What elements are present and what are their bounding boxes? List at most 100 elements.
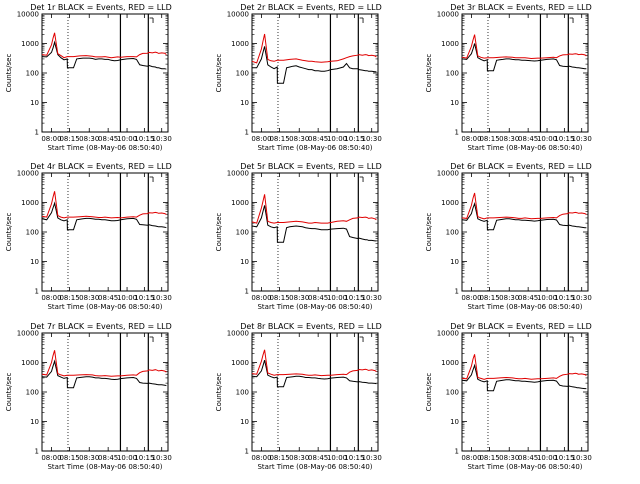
panel-title: Det 7r BLACK = Events, RED = LLD (30, 322, 172, 331)
y-tick-label: 10000 (437, 170, 459, 178)
y-tick-label: 1 (245, 448, 249, 456)
x-tick-label: 10:30 (152, 135, 172, 143)
x-tick-label: 08:45 (518, 454, 538, 462)
y-tick-label: 10 (450, 418, 459, 426)
x-tick-label: 10:00 (537, 294, 557, 302)
y-axis-label: Counts/sec (425, 373, 433, 412)
y-tick-label: 1 (455, 448, 459, 456)
panel-title: Det 2r BLACK = Events, RED = LLD (240, 3, 382, 12)
y-tick-label: 10 (240, 418, 249, 426)
y-axis-label: Counts/sec (5, 373, 13, 412)
y-tick-label: 1000 (231, 40, 249, 48)
x-tick-label: 10:15 (134, 135, 154, 143)
series-line-lld (461, 34, 587, 60)
y-tick-label: 10 (240, 99, 249, 107)
x-tick-label: 08:45 (308, 454, 328, 462)
y-tick-label: 100 (236, 389, 249, 397)
x-tick-label: 08:45 (518, 135, 538, 143)
plot-frame (251, 332, 379, 452)
x-tick-label: 08:45 (308, 135, 328, 143)
y-tick-label: 1000 (21, 40, 39, 48)
x-tick-label: 08:30 (499, 294, 519, 302)
series-line-events (461, 43, 587, 72)
series-line-events (461, 202, 587, 231)
y-axis-label: Counts/sec (215, 54, 223, 93)
series-line-lld (41, 350, 167, 377)
panel-det-6r: Det 6r BLACK = Events, RED = LLD 1 10 100 10… (425, 162, 592, 311)
y-tick-label: 10000 (227, 170, 249, 178)
series-line-lld (461, 192, 587, 220)
x-tick-label: 08:45 (98, 135, 118, 143)
x-tick-label: 08:00 (461, 454, 481, 462)
series-line-events (251, 205, 377, 243)
plot-frame (461, 13, 589, 133)
panel-title: Det 8r BLACK = Events, RED = LLD (240, 322, 382, 331)
x-axis-label: Start Time (08-May-06 08:50:40) (467, 303, 582, 311)
plot-frame (461, 172, 589, 292)
y-tick-label: 1 (245, 288, 249, 296)
y-tick-label: 10000 (437, 330, 459, 338)
x-tick-label: 10:15 (344, 454, 364, 462)
y-tick-label: 1000 (21, 199, 39, 207)
y-tick-label: 100 (26, 70, 39, 78)
panel-title: Det 1r BLACK = Events, RED = LLD (30, 3, 172, 12)
x-tick-label: 10:15 (134, 294, 154, 302)
y-tick-label: 10 (30, 99, 39, 107)
panel-det-2r: Det 2r BLACK = Events, RED = LLD 1 10 100 10… (215, 3, 382, 152)
x-tick-label: 10:30 (152, 454, 172, 462)
y-tick-label: 100 (236, 70, 249, 78)
x-tick-label: 08:30 (79, 454, 99, 462)
y-tick-label: 100 (236, 229, 249, 237)
series-line-events (41, 40, 167, 70)
x-tick-label: 08:15 (479, 454, 499, 462)
y-tick-label: 10000 (17, 11, 39, 19)
x-axis-label: Start Time (08-May-06 08:50:40) (257, 144, 372, 152)
x-tick-label: 10:00 (327, 294, 347, 302)
x-tick-label: 10:00 (117, 135, 137, 143)
x-tick-label: 08:30 (499, 454, 519, 462)
series-line-events (41, 359, 167, 389)
series-line-lld (251, 349, 377, 377)
y-axis-label: Counts/sec (425, 213, 433, 252)
x-tick-label: 10:00 (327, 135, 347, 143)
x-tick-label: 10:30 (572, 294, 592, 302)
x-tick-label: 08:00 (41, 454, 61, 462)
y-tick-label: 1 (245, 129, 249, 137)
series-line-lld (41, 191, 167, 219)
x-tick-label: 08:00 (251, 135, 271, 143)
y-tick-label: 1 (455, 129, 459, 137)
series-line-events (252, 46, 377, 84)
x-tick-label: 08:30 (79, 294, 99, 302)
x-tick-label: 10:30 (362, 454, 382, 462)
x-tick-label: 08:45 (98, 294, 118, 302)
plot-frame (251, 172, 379, 292)
series-line-events (41, 201, 167, 231)
panel-det-7r: Det 7r BLACK = Events, RED = LLD 1 10 100 10… (5, 322, 172, 471)
y-axis-label: Counts/sec (5, 213, 13, 252)
y-tick-label: 10000 (227, 330, 249, 338)
x-tick-label: 08:15 (479, 135, 499, 143)
x-tick-label: 08:30 (289, 454, 309, 462)
y-tick-label: 1 (35, 288, 39, 296)
x-tick-label: 10:30 (572, 454, 592, 462)
y-tick-label: 1 (35, 448, 39, 456)
x-tick-label: 08:00 (251, 454, 271, 462)
y-tick-label: 1 (35, 129, 39, 137)
x-tick-label: 10:15 (344, 135, 364, 143)
panel-title: Det 6r BLACK = Events, RED = LLD (450, 162, 592, 171)
y-tick-label: 10 (240, 258, 249, 266)
x-tick-label: 10:00 (537, 454, 557, 462)
x-tick-label: 08:00 (251, 294, 271, 302)
panel-title: Det 9r BLACK = Events, RED = LLD (450, 322, 592, 331)
x-tick-label: 08:30 (79, 135, 99, 143)
plot-frame (41, 332, 169, 452)
y-tick-label: 1000 (21, 359, 39, 367)
x-tick-label: 10:00 (117, 454, 137, 462)
y-tick-label: 100 (26, 229, 39, 237)
x-tick-label: 08:15 (269, 135, 289, 143)
y-tick-label: 10000 (17, 170, 39, 178)
x-axis-label: Start Time (08-May-06 08:50:40) (47, 303, 162, 311)
x-axis-label: Start Time (08-May-06 08:50:40) (47, 144, 162, 152)
plot-frame (41, 172, 169, 292)
